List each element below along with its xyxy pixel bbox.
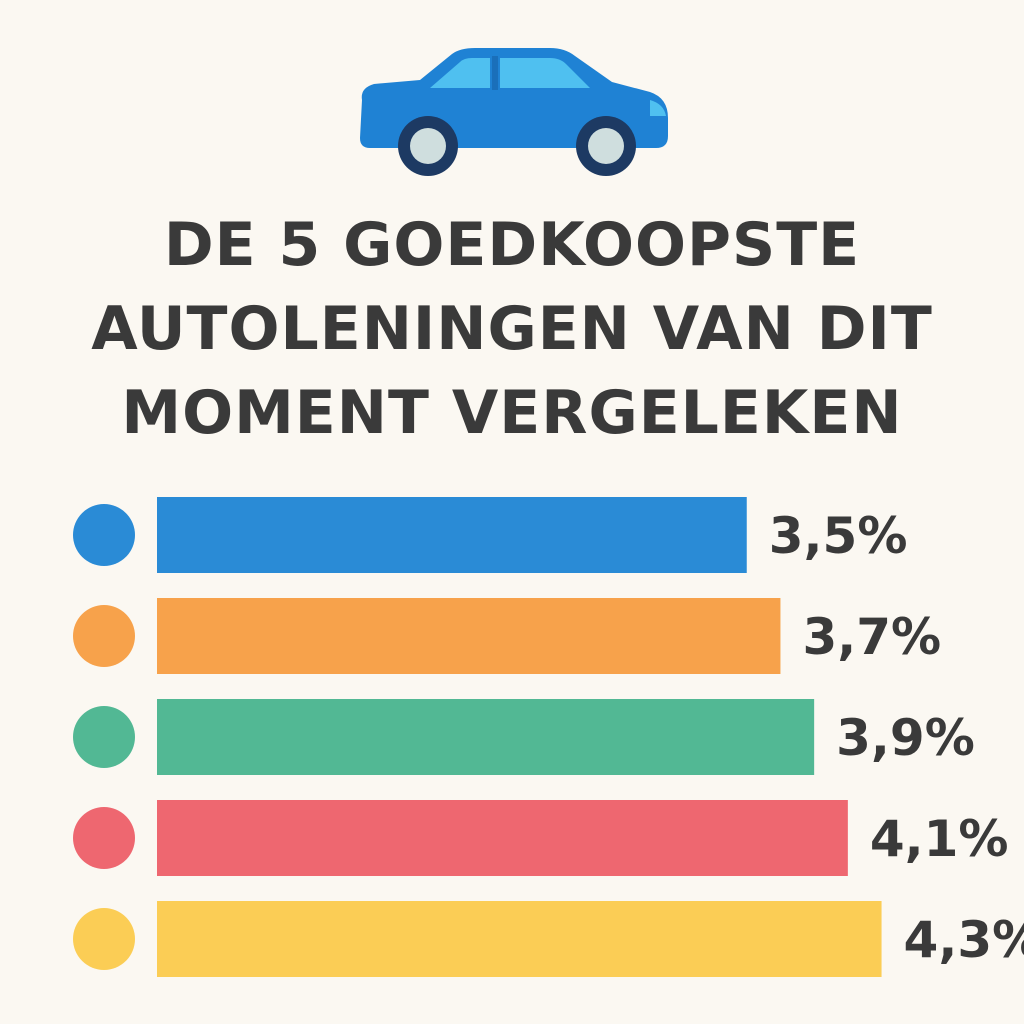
bar (157, 699, 815, 775)
title-line-3: MOMENT VERGELEKEN (121, 378, 903, 448)
legend-dot (73, 908, 135, 970)
bar (157, 598, 781, 674)
bar (157, 497, 747, 573)
legend-dot (73, 605, 135, 667)
title-line-1: DE 5 GOEDKOOPSTE (163, 210, 861, 280)
value-label: 4,1% (870, 810, 1009, 868)
legend-dot (73, 706, 135, 768)
title-line-2: AUTOLENINGEN VAN DIT (91, 294, 933, 364)
value-label: 3,9% (836, 709, 975, 767)
bar (157, 901, 882, 977)
value-label: 3,5% (769, 507, 908, 565)
car-icon (350, 40, 680, 180)
legend-dot (73, 807, 135, 869)
bar (157, 800, 848, 876)
page-title: DE 5 GOEDKOOPSTE AUTOLENINGEN VAN DIT MO… (0, 203, 1024, 455)
legend-dot (73, 504, 135, 566)
value-label: 3,7% (802, 608, 941, 666)
value-label: 4,3% (904, 911, 1024, 969)
